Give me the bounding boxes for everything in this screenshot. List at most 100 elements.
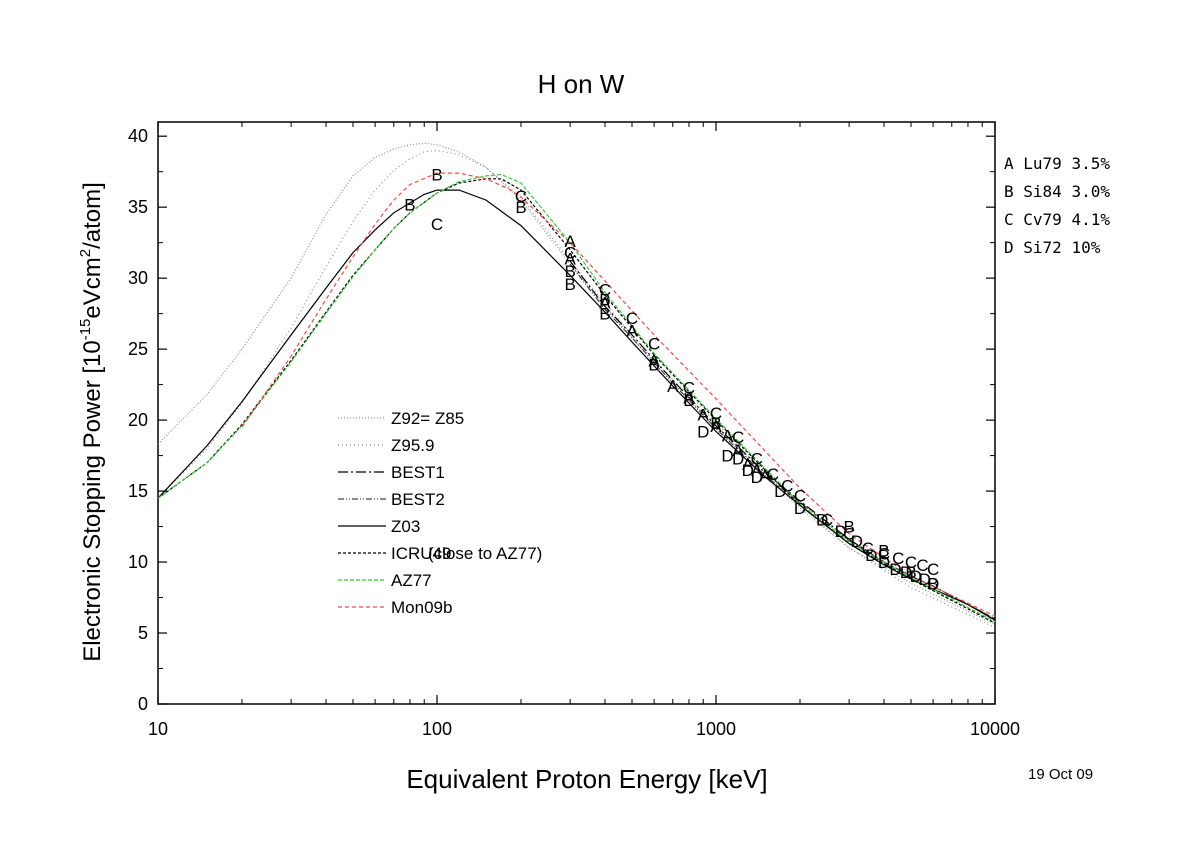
x-tick-label: 1000 [696, 719, 736, 739]
data-point-b: B [648, 356, 659, 375]
plot-frame [157, 121, 996, 705]
series-line-az77 [157, 173, 996, 623]
data-point-a: A [564, 232, 576, 251]
y-tick-label: 35 [128, 197, 148, 217]
data-point-c: C [821, 510, 833, 529]
data-point-d: D [751, 468, 763, 487]
chart-title: H on W [538, 69, 625, 99]
data-point-c: C [892, 549, 904, 568]
data-point-b: B [564, 275, 575, 294]
data-point-c: C [626, 309, 638, 328]
data-point-a: A [742, 455, 754, 474]
y-tick-label: 5 [138, 623, 148, 643]
data-point-c: C [732, 428, 744, 447]
data-point-b: B [431, 166, 442, 185]
data-point-b: B [404, 195, 415, 214]
data-point-c: C [515, 187, 527, 206]
legend-label: Z95.9 [391, 436, 434, 455]
series-line-mon09b [241, 172, 996, 617]
data-point-a: A [648, 351, 660, 370]
data-point-a: A [710, 417, 722, 436]
data-point-c: C [794, 486, 806, 505]
data-point-b: B [710, 414, 721, 433]
data-point-c: C [862, 539, 874, 558]
data-point-d: D [927, 574, 939, 593]
data-point-a: A [667, 377, 679, 396]
legend-label: BEST2 [391, 490, 445, 509]
legend-label: BEST1 [391, 463, 445, 482]
data-point-c: C [710, 404, 722, 423]
data-point-d: D [774, 482, 786, 501]
data-point-b: B [515, 198, 526, 217]
data-point-d: D [900, 563, 912, 582]
data-point-a: A [759, 466, 771, 485]
data-point-b: B [878, 542, 889, 561]
data-point-c: C [431, 215, 443, 234]
data-point-d: D [794, 499, 806, 518]
series-line-icru49 [157, 178, 996, 624]
reference-legend-item: A Lu79 3.5% [1004, 154, 1110, 173]
data-point-a: A [683, 388, 695, 407]
data-point-b: B [927, 574, 938, 593]
data-point-a: A [599, 293, 611, 312]
data-point-c: C [916, 556, 928, 575]
data-point-d: D [919, 570, 931, 589]
data-point-d: D [878, 553, 890, 572]
data-point-b: B [905, 563, 916, 582]
y-tick-label: 30 [128, 268, 148, 288]
data-point-a: A [564, 249, 576, 268]
reference-legend: A Lu79 3.5% B Si84 3.0% C Cv79 4.1% D Si… [1004, 150, 1110, 262]
data-point-c: C [905, 553, 917, 572]
data-point-a: A [722, 427, 734, 446]
x-axis-label: Equivalent Proton Energy [keV] [406, 764, 767, 794]
series-line-z03 [157, 189, 996, 621]
data-points-layer: AAAAAAAAAAAAAABBBBBBBBBBBBBBCCCCCCCCCCCC… [404, 166, 939, 594]
y-axis-label: Electronic Stopping Power [10-15eVcm2/at… [77, 182, 106, 662]
data-point-d: D [889, 560, 901, 579]
data-point-b: B [564, 262, 575, 281]
data-point-d: D [732, 449, 744, 468]
legend-label: Z03 [391, 517, 420, 536]
data-point-d: D [865, 546, 877, 565]
data-point-c: C [683, 378, 695, 397]
reference-legend-item: C Cv79 4.1% [1004, 210, 1110, 229]
legend-label: Z92= Z85 [391, 409, 464, 428]
reference-legend-item: D Si72 10% [1004, 238, 1101, 257]
data-point-c: C [781, 476, 793, 495]
series-line-z92-z85 [157, 142, 996, 626]
data-point-c: C [564, 244, 576, 263]
axes-layer: 10 100 1000 10000 0 5 10 15 20 25 30 35 40 [128, 121, 1020, 739]
y-tick-label: 25 [128, 339, 148, 359]
data-point-a: A [698, 405, 710, 424]
data-point-d: D [910, 567, 922, 586]
data-point-c: C [751, 449, 763, 468]
data-point-c: C [648, 334, 660, 353]
data-point-c: C [599, 281, 611, 300]
data-point-b: B [599, 305, 610, 324]
y-tick-label: 15 [128, 481, 148, 501]
data-point-d: D [851, 532, 863, 551]
data-point-a: A [626, 322, 638, 341]
data-point-c: C [878, 545, 890, 564]
x-tick-label: 10000 [970, 719, 1020, 739]
data-point-d: D [742, 461, 754, 480]
y-tick-label: 0 [138, 694, 148, 714]
legend-label: AZ77 [391, 571, 432, 590]
data-point-b: B [683, 391, 694, 410]
data-point-a: A [732, 441, 744, 460]
data-point-c: C [927, 560, 939, 579]
reference-legend-item: B Si84 3.0% [1004, 182, 1110, 201]
legend-label: Mon09b [391, 598, 452, 617]
data-point-b: B [599, 290, 610, 309]
data-point-d: D [721, 447, 733, 466]
y-tick-label: 10 [128, 552, 148, 572]
legend-label: ICRU49 [391, 544, 451, 563]
y-tick-label: 40 [128, 126, 148, 146]
data-point-d: D [697, 422, 709, 441]
x-tick-label: 100 [422, 719, 452, 739]
data-point-d: D [816, 510, 828, 529]
date-stamp: 19 Oct 09 [1028, 766, 1094, 783]
y-tick-label: 20 [128, 410, 148, 430]
data-point-c: C [767, 465, 779, 484]
